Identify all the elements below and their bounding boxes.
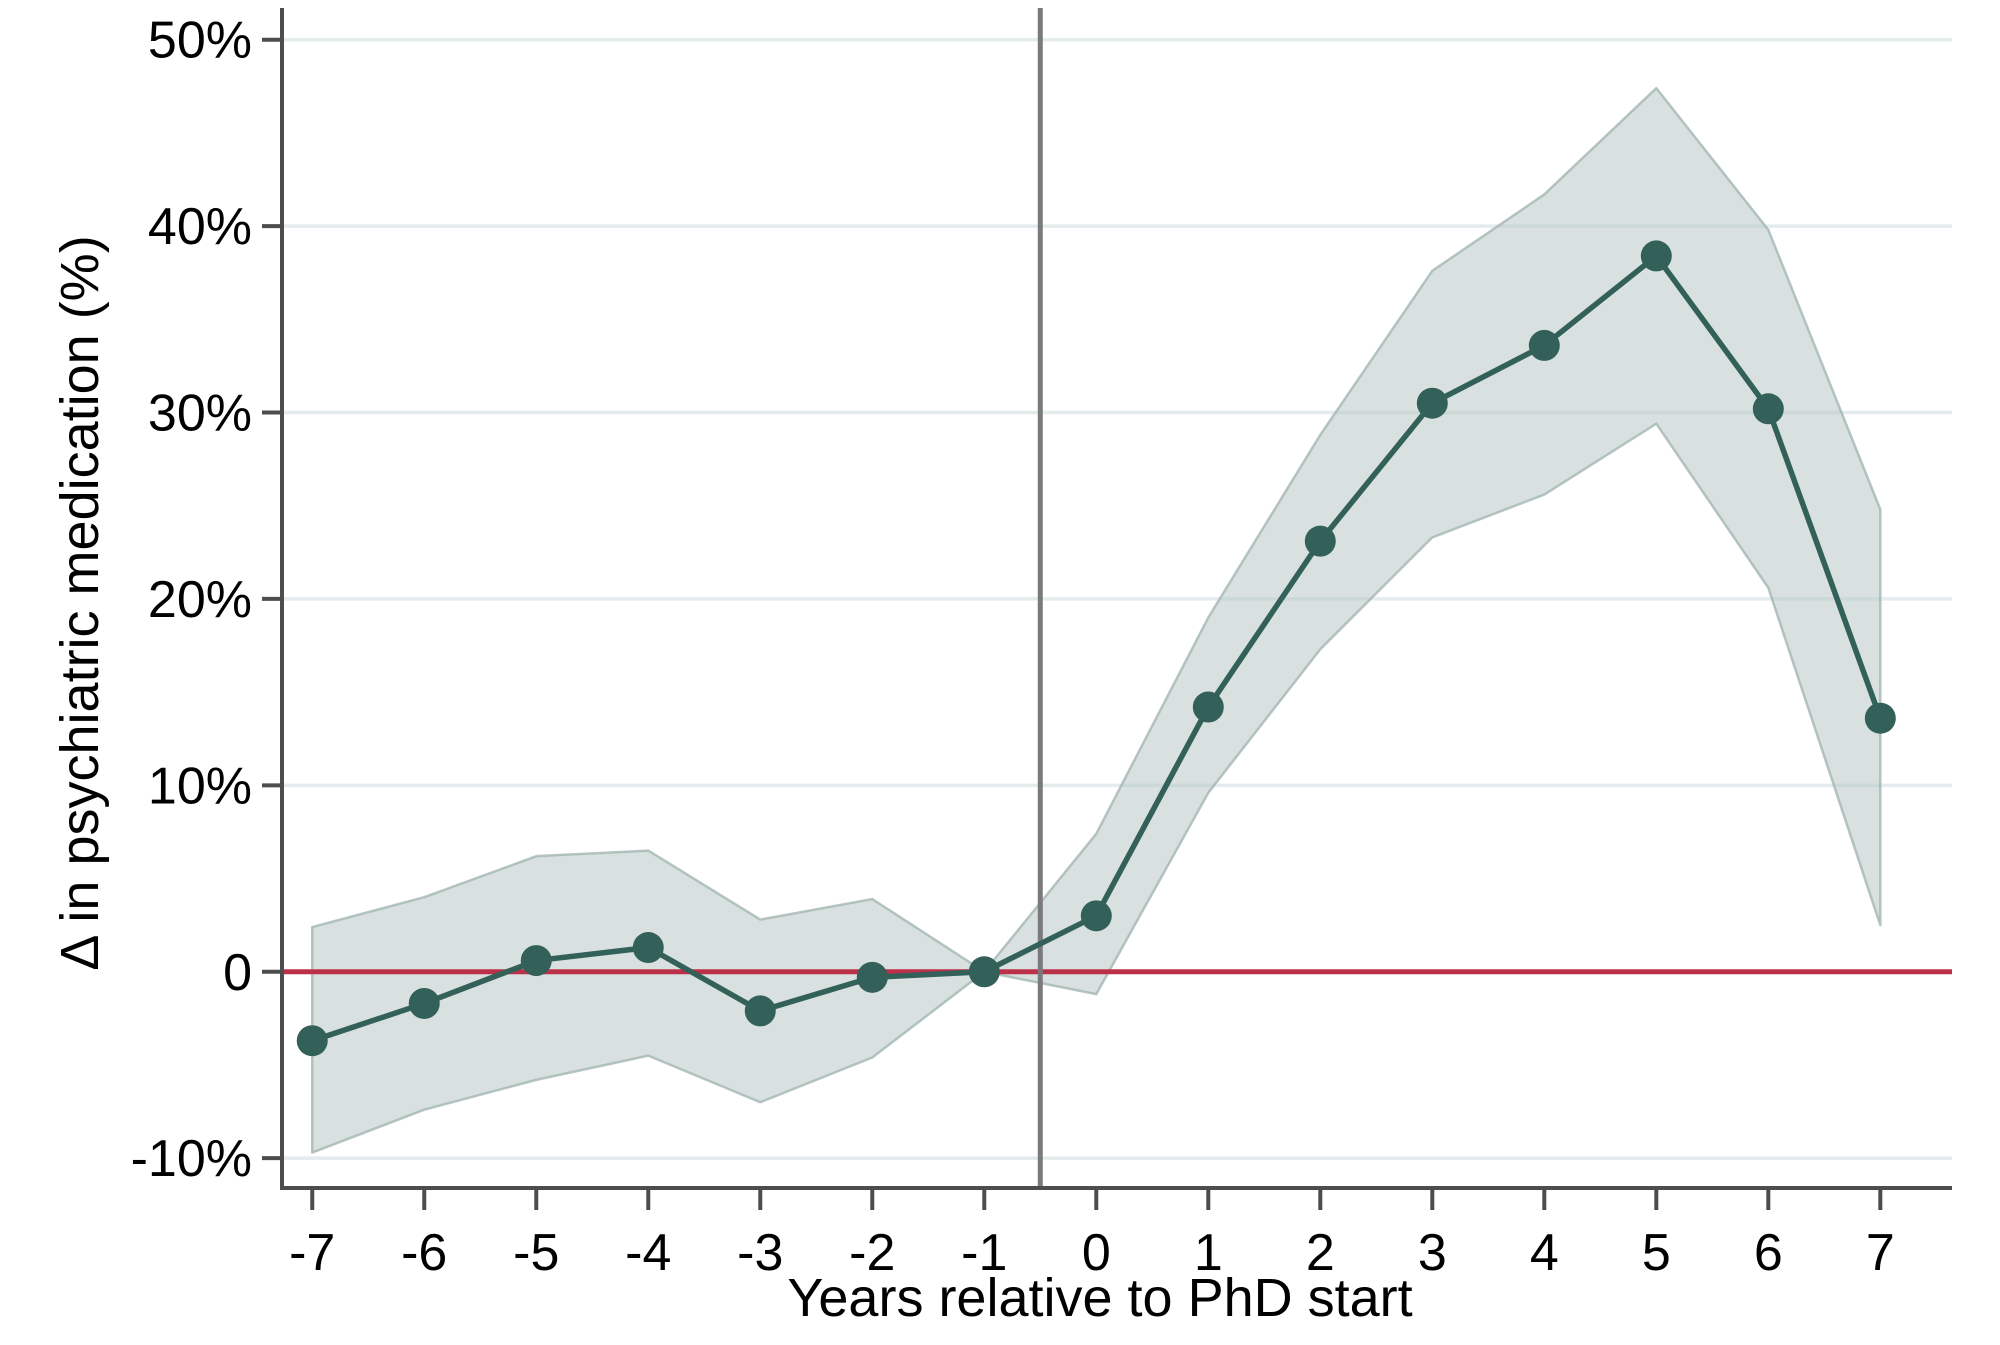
y-axis-title: Δ in psychiatric medication (%) [50, 235, 110, 970]
confidence-band [310, 86, 1882, 1154]
x-tick-label: -4 [625, 1224, 671, 1282]
x-tick-label: -7 [289, 1224, 335, 1282]
data-point-marker [632, 932, 664, 964]
x-tick-label: 3 [1418, 1224, 1447, 1282]
y-tick-label: 20% [148, 571, 252, 629]
x-tick-label: 0 [1082, 1224, 1111, 1282]
data-point-marker [1080, 900, 1112, 932]
y-tick-label: -10% [131, 1130, 252, 1188]
data-point-marker [520, 945, 552, 977]
x-tick-label: -5 [513, 1224, 559, 1282]
axis-layer [262, 8, 1952, 1210]
x-axis-title: Years relative to PhD start [787, 1268, 1412, 1328]
data-point-marker [408, 987, 440, 1019]
x-tick-label: 1 [1194, 1224, 1223, 1282]
band-layer [310, 86, 1882, 1154]
data-point-marker [1640, 240, 1672, 272]
refline-layer [282, 8, 1952, 1188]
x-tick-label: -3 [737, 1224, 783, 1282]
x-tick-label: 7 [1866, 1224, 1895, 1282]
data-point-marker [744, 995, 776, 1027]
x-tick-label: 4 [1530, 1224, 1559, 1282]
data-point-marker [1304, 525, 1336, 557]
y-tick-label: 10% [148, 757, 252, 815]
series-layer [296, 240, 1896, 1057]
data-point-marker [1752, 393, 1784, 425]
label-layer: 50% 40% 30% 20% 10% 0 -10% -7 -6 -5 -4 -3 -2 -1 0 1 2 3 4 5… [131, 12, 1895, 1282]
data-point-marker [1416, 387, 1448, 419]
x-tick-label: -1 [961, 1224, 1007, 1282]
x-tick-label: 5 [1642, 1224, 1671, 1282]
y-tick-label: 30% [148, 385, 252, 443]
data-point-marker [968, 956, 1000, 988]
x-tick-label: -2 [849, 1224, 895, 1282]
data-point-marker [856, 961, 888, 993]
x-tick-label: 2 [1306, 1224, 1335, 1282]
data-point-marker [1192, 691, 1224, 723]
data-point-marker [1528, 329, 1560, 361]
data-point-marker [296, 1025, 328, 1057]
y-tick-label: 0 [223, 944, 252, 1002]
y-tick-label: 50% [148, 12, 252, 70]
y-tick-label: 40% [148, 198, 252, 256]
data-point-marker [1864, 702, 1896, 734]
x-tick-label: 6 [1754, 1224, 1783, 1282]
x-tick-label: -6 [401, 1224, 447, 1282]
